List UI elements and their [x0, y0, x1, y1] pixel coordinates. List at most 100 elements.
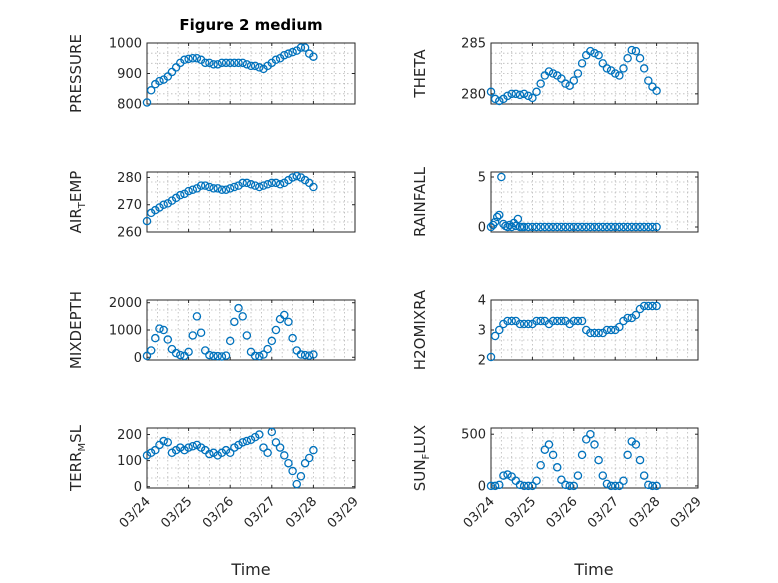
data-point: [304, 453, 314, 463]
y-tick-label: 0: [478, 479, 486, 494]
data-point: [648, 301, 657, 311]
y-tick-label: 3: [478, 324, 486, 339]
data-point: [495, 96, 504, 106]
data-point: [230, 443, 239, 452]
data-point: [519, 319, 529, 329]
y-tick-label: 2000: [109, 296, 142, 311]
data-point: [503, 470, 512, 479]
data-point: [532, 316, 541, 326]
y-axis-label: H2OMIXRA: [411, 289, 429, 370]
x-tick-label: 03/26: [200, 494, 237, 531]
data-point: [598, 59, 608, 68]
data-point: [652, 222, 661, 232]
data-point: [561, 480, 570, 490]
data-point: [284, 458, 293, 468]
data-point: [184, 347, 193, 357]
data-point: [623, 450, 632, 460]
data-point: [569, 481, 579, 491]
data-point: [146, 346, 156, 355]
x-tick-label: 03/28: [626, 494, 663, 531]
y-tick-label: 4: [478, 294, 486, 309]
data-point: [255, 351, 264, 361]
x-tick-label: 03/26: [544, 494, 581, 531]
data-point: [598, 471, 608, 480]
data-point: [275, 180, 285, 189]
data-point: [619, 64, 628, 73]
data-point: [234, 58, 243, 68]
data-point: [151, 205, 160, 215]
data-point: [577, 316, 587, 326]
data-point: [627, 222, 637, 232]
data-point: [515, 90, 525, 100]
data-point: [515, 319, 525, 329]
data-point: [159, 436, 168, 446]
data-point: [213, 184, 222, 193]
data-point: [250, 432, 260, 442]
data-point: [536, 460, 545, 470]
data-point: [486, 352, 496, 362]
data-point: [271, 325, 281, 335]
x-tick-label: 03/29: [668, 494, 705, 531]
data-point: [234, 303, 243, 313]
y-axis-label: TERRMSL: [67, 424, 88, 492]
data-point: [221, 445, 231, 455]
data-point: [631, 222, 641, 232]
data-point: [648, 222, 657, 232]
data-point: [627, 45, 637, 55]
data-point: [631, 310, 641, 320]
data-point: [644, 76, 653, 85]
data-point: [196, 181, 206, 190]
axes-box: [146, 171, 356, 233]
data-point: [644, 222, 653, 232]
data-point: [180, 445, 189, 455]
data-point: [519, 481, 529, 491]
data-point: [184, 186, 193, 196]
data-point: [250, 181, 260, 190]
data-point: [590, 48, 599, 58]
data-point: [490, 331, 500, 341]
x-tick-label: 03/28: [283, 494, 320, 531]
data-point: [590, 440, 599, 449]
data-point: [242, 178, 252, 188]
y-tick-label: 260: [117, 226, 142, 241]
data-point: [151, 333, 160, 343]
data-point: [528, 93, 537, 103]
data-point: [192, 312, 202, 321]
data-point: [230, 182, 239, 192]
y-tick-label: 1000: [109, 37, 142, 52]
data-point: [288, 173, 297, 182]
data-point: [192, 54, 202, 63]
data-point: [284, 317, 293, 327]
y-axis-label: RAINFALL: [411, 166, 429, 237]
data-point: [507, 89, 516, 99]
data-point: [492, 212, 502, 222]
y-tick-label: 280: [117, 171, 142, 186]
subplot-mixdepth: 0 1000 2000 MIXDEPTH: [67, 291, 356, 369]
data-point: [594, 328, 603, 338]
data-point: [246, 435, 256, 444]
y-tick-label: 0: [134, 351, 142, 366]
data-point: [540, 222, 550, 232]
y-tick-label: 800: [117, 98, 142, 113]
data-point: [263, 344, 272, 354]
axes-box: [146, 427, 356, 489]
data-point: [619, 222, 628, 232]
data-point: [499, 471, 508, 480]
data-point: [176, 350, 185, 360]
data-point: [573, 222, 583, 232]
data-point: [528, 222, 537, 232]
data-point: [639, 471, 649, 480]
x-tick-label: 03/25: [502, 494, 539, 531]
data-point: [635, 222, 645, 232]
data-point: [171, 445, 181, 455]
subplot-pressure: 800 900 1000 PRESSURE: [67, 34, 356, 113]
axes-box: [490, 171, 699, 233]
data-point: [304, 351, 314, 360]
data-point: [503, 91, 512, 101]
data-point: [615, 481, 624, 491]
data-point: [615, 222, 624, 232]
data-point: [242, 331, 252, 340]
data-point: [497, 172, 506, 182]
data-point: [548, 69, 558, 78]
